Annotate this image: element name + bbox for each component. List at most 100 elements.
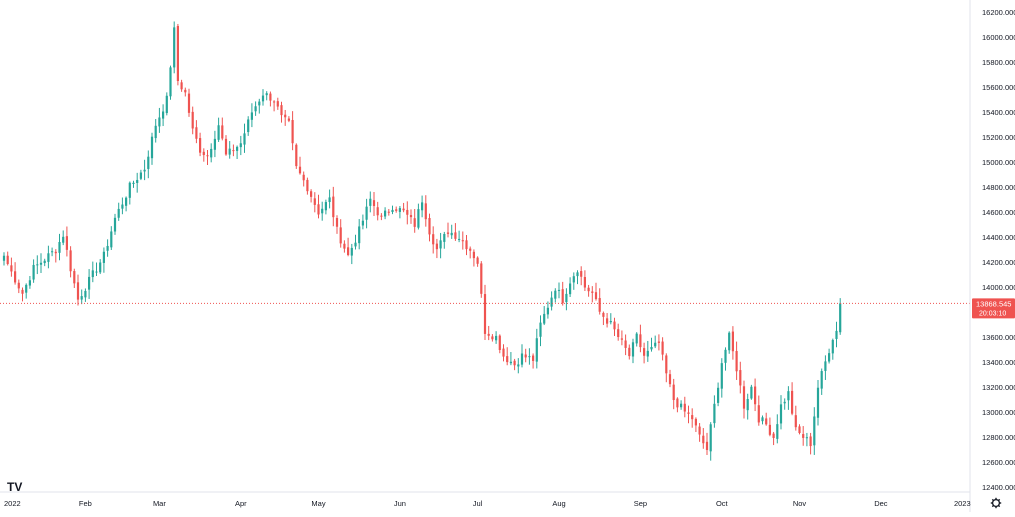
candle [76, 274, 80, 306]
candle-body [217, 125, 220, 140]
candle [139, 169, 142, 181]
candle-body [391, 209, 394, 213]
candle [402, 202, 405, 213]
candle-body [150, 136, 154, 159]
candle-body [606, 318, 609, 324]
candle-body [91, 270, 94, 278]
candle [509, 352, 512, 366]
candle [28, 276, 31, 289]
candle-body [724, 349, 727, 363]
candle-body [65, 236, 68, 250]
candle-body [324, 202, 327, 211]
candle-body [728, 332, 731, 351]
candle [591, 286, 594, 303]
candle [128, 181, 131, 205]
candle-body [672, 384, 675, 401]
candle [791, 382, 794, 416]
candle [313, 192, 316, 213]
y-tick-label: 14200.000 [982, 258, 1015, 267]
candle-body [557, 289, 561, 291]
candle-body [239, 143, 242, 148]
gear-tooth [997, 498, 1001, 502]
candle-body [191, 111, 194, 129]
candle-body [539, 322, 542, 337]
candle-body [147, 156, 150, 169]
candle [273, 100, 276, 112]
candle-body [139, 172, 142, 179]
tradingview-logo[interactable]: TV [7, 480, 22, 494]
plot-area[interactable] [2, 21, 842, 461]
candle-body [10, 265, 13, 272]
candle-body [184, 89, 187, 93]
candle [202, 148, 205, 162]
candle [765, 412, 768, 426]
candle-body [402, 208, 405, 211]
candle-body [417, 209, 420, 228]
candle-body [591, 291, 594, 293]
candle-body [69, 250, 72, 272]
candle-body [643, 348, 646, 356]
candle [643, 342, 646, 364]
y-tick-label: 14800.000 [982, 183, 1015, 192]
candle-body [372, 200, 376, 207]
candle-body [639, 334, 642, 348]
candle-body [509, 361, 512, 364]
candle [794, 405, 797, 431]
candle-body [62, 236, 65, 243]
candle [162, 104, 165, 127]
candle [694, 417, 697, 433]
candle-body [580, 271, 583, 277]
settings-gear-icon[interactable] [990, 497, 1002, 509]
candle-body [654, 342, 657, 347]
candle-body [276, 101, 279, 107]
candle [513, 358, 516, 371]
candle-body [310, 191, 313, 197]
candle [32, 259, 35, 283]
candle [176, 23, 179, 86]
x-tick-label: Oct [716, 499, 729, 508]
gear-tooth [997, 504, 1001, 508]
candle [539, 315, 542, 347]
y-tick-label: 12800.000 [982, 433, 1015, 442]
candle-body [458, 238, 461, 240]
y-tick-label: 14000.000 [982, 283, 1015, 292]
candle [768, 417, 771, 437]
candle [199, 132, 202, 157]
time-axis[interactable]: 2022 Feb Mar Apr May Jun Jul Aug Sep Oct Nov Dec 202… [4, 499, 971, 508]
candle-body [779, 404, 783, 424]
candle [835, 321, 838, 348]
candle-body [487, 333, 490, 336]
gear-tooth [991, 504, 995, 508]
candle-body [358, 226, 361, 244]
candle [117, 202, 120, 221]
candle-body [498, 335, 501, 350]
candle [213, 130, 216, 158]
candle [646, 340, 649, 362]
candle-body [661, 341, 664, 355]
candle-body [398, 208, 401, 212]
candle [10, 257, 13, 277]
candle-body [80, 296, 83, 300]
candle [805, 432, 808, 447]
candle [261, 89, 265, 106]
candle [302, 171, 305, 187]
y-tick-label: 14600.000 [982, 208, 1015, 217]
candle-body [750, 386, 753, 399]
y-tick-label: 12400.000 [982, 483, 1015, 492]
candle-body [95, 271, 98, 273]
candle [672, 378, 675, 410]
candle [284, 109, 287, 126]
candle-body [731, 331, 734, 352]
candle [54, 249, 57, 263]
candle [617, 323, 620, 341]
candle [502, 344, 505, 362]
candle-body [387, 211, 390, 213]
candle [62, 230, 65, 246]
candle-body [428, 218, 431, 235]
x-tick-label: 2023 [954, 499, 971, 508]
candle-body [84, 290, 87, 298]
candle-body [524, 354, 527, 358]
candle [339, 219, 342, 248]
candle-body [569, 283, 572, 295]
